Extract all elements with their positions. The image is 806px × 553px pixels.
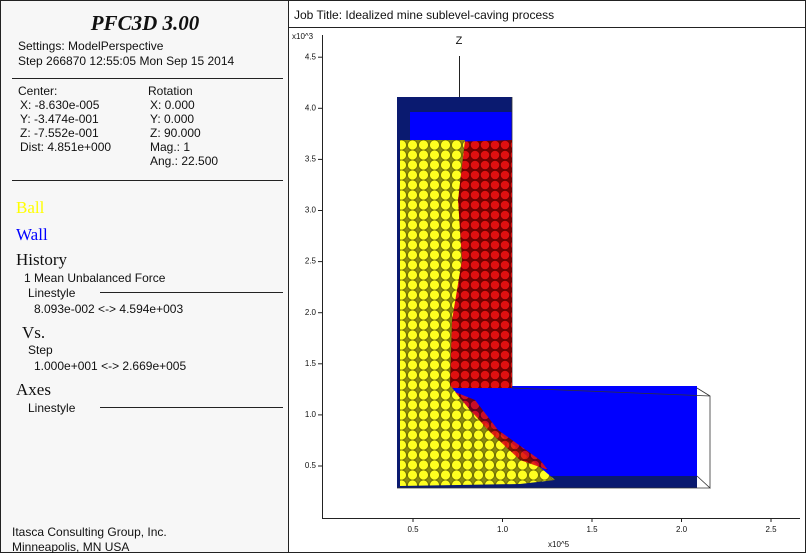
y-tick-label: 1.5 xyxy=(305,359,317,368)
center-value: Y: -3.474e-001 xyxy=(20,112,99,126)
linestyle: Linestyle xyxy=(28,286,76,300)
footer-line: Minneapolis, MN USA xyxy=(12,540,129,553)
app-title: PFC3D 3.00 xyxy=(90,11,200,35)
legend-wall: Wall xyxy=(16,225,48,244)
y-tick-label: 3.0 xyxy=(305,206,317,215)
rotation-value: Z: 90.000 xyxy=(150,126,201,140)
x-exponent: x10^5 xyxy=(548,540,570,549)
legend-ball: Ball xyxy=(16,198,45,217)
vs-item: Step xyxy=(28,343,53,357)
history-item: 1 Mean Unbalanced Force xyxy=(24,271,166,285)
center-label: Center: xyxy=(18,84,57,98)
center-value: Z: -7.552e-001 xyxy=(20,126,99,140)
step: Step 266870 12:55:05 Mon Sep 15 2014 xyxy=(18,54,235,68)
history-title: History xyxy=(16,250,68,269)
history-range: 8.093e-002 <-> 4.594e+003 xyxy=(34,302,183,316)
axes-linestyle: Linestyle xyxy=(28,401,76,415)
center-value: X: -8.630e-005 xyxy=(20,98,100,112)
y-exponent: x10^3 xyxy=(292,32,314,41)
screenshot: PFC3D 3.00 Settings: ModelPerspective St… xyxy=(0,0,806,553)
y-tick-label: 2.5 xyxy=(305,257,317,266)
x-tick-label: 2.0 xyxy=(676,525,688,534)
job-title: Job Title: Idealized mine sublevel-cavin… xyxy=(294,8,554,22)
x-tick-label: 0.5 xyxy=(407,525,419,534)
x-tick-label: 1.5 xyxy=(586,525,598,534)
y-tick-label: 4.0 xyxy=(305,103,317,112)
y-tick-label: 2.0 xyxy=(305,308,317,317)
rotation-value: X: 0.000 xyxy=(150,98,195,112)
rotation-value: Y: 0.000 xyxy=(150,112,194,126)
center-value: Dist: 4.851e+000 xyxy=(20,140,111,154)
x-tick-label: 2.5 xyxy=(765,525,777,534)
y-tick-label: 0.5 xyxy=(305,461,317,470)
axes-title: Axes xyxy=(16,380,51,399)
y-tick-label: 3.5 xyxy=(305,155,317,164)
z-axis-label: Z xyxy=(456,35,463,47)
y-tick-label: 4.5 xyxy=(305,52,317,61)
vs-range: 1.000e+001 <-> 2.669e+005 xyxy=(34,359,186,373)
vs-title: Vs. xyxy=(22,323,45,342)
rotation-label: Rotation xyxy=(148,84,193,98)
x-tick-label: 1.0 xyxy=(497,525,509,534)
footer-line: Itasca Consulting Group, Inc. xyxy=(12,525,167,539)
y-tick-label: 1.0 xyxy=(305,410,317,419)
rotation-value: Mag.: 1 xyxy=(150,140,190,154)
settings: Settings: ModelPerspective xyxy=(18,39,164,53)
rotation-value: Ang.: 22.500 xyxy=(150,154,218,168)
